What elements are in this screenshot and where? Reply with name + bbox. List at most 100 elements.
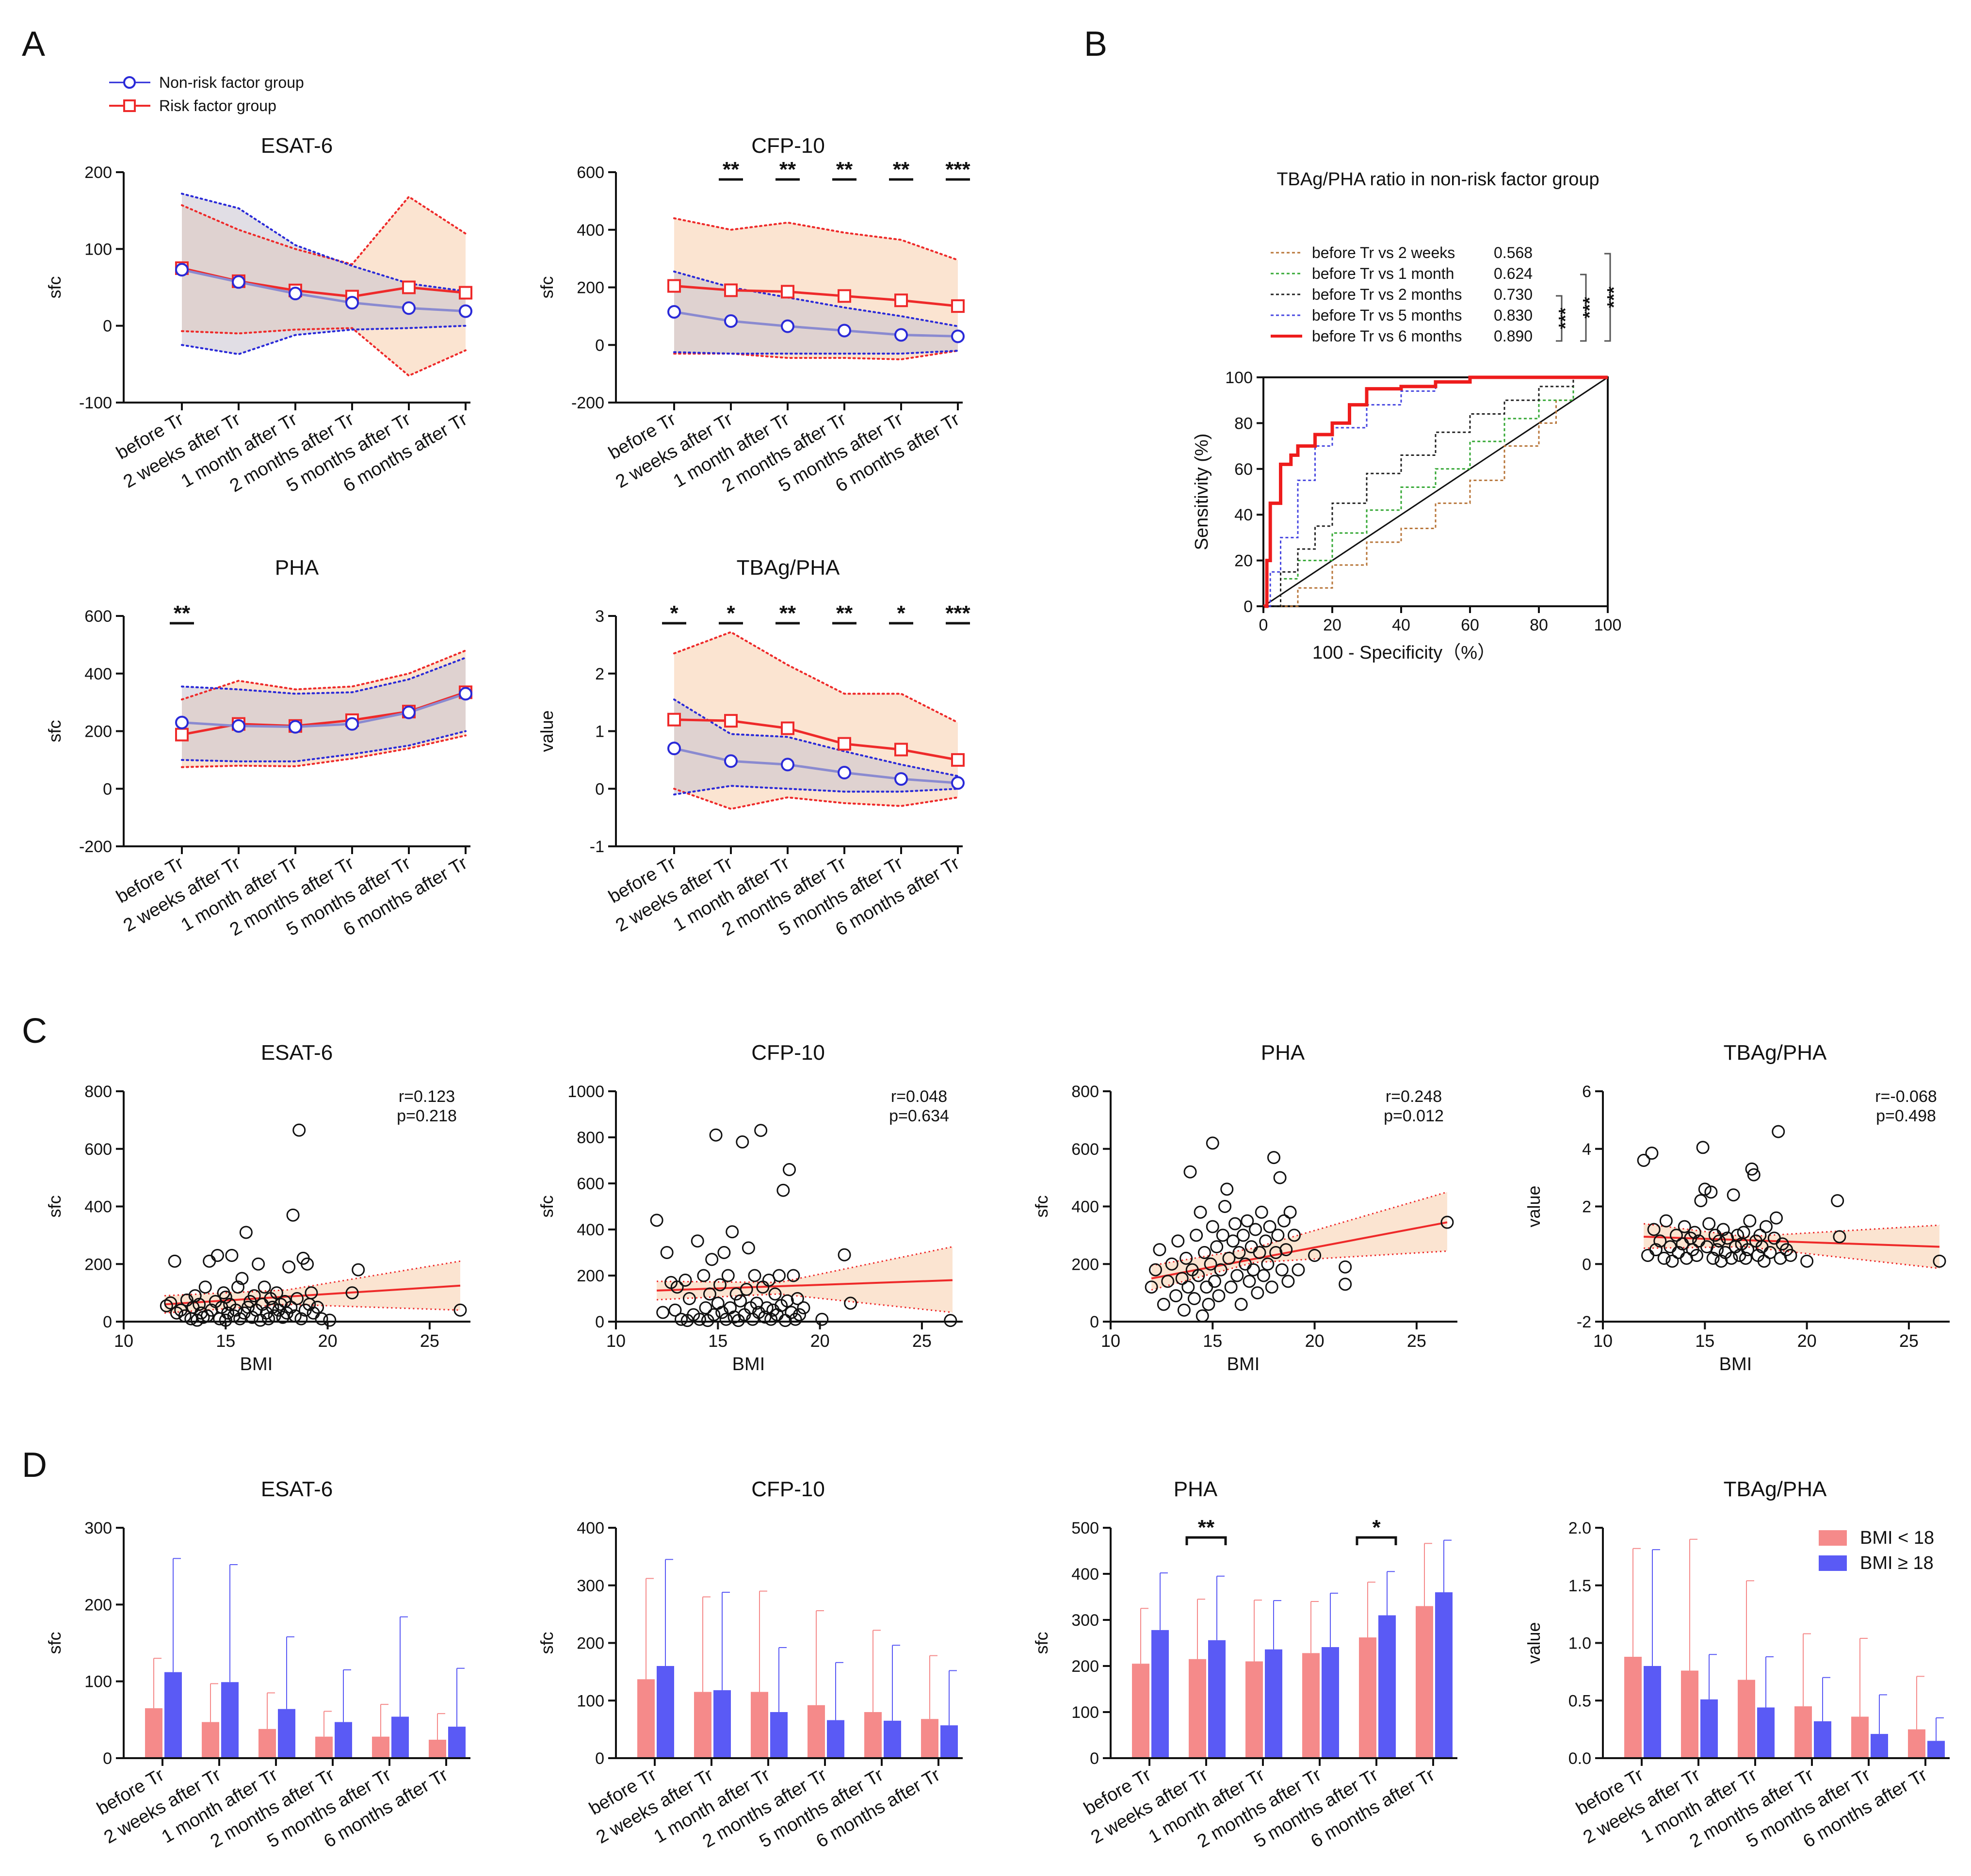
y-tick-label: 200 <box>577 1634 604 1653</box>
y-tick-label: 200 <box>84 723 112 741</box>
y-tick-label: 300 <box>84 1519 112 1537</box>
y-tick-label: 100 <box>84 240 112 259</box>
roc-legend-label: before Tr vs 1 month <box>1312 265 1454 282</box>
confidence-lower <box>1151 1250 1448 1291</box>
data-point <box>1181 1280 1195 1294</box>
data-point <box>1179 1251 1193 1265</box>
x-tick-label: 0 <box>1259 616 1268 634</box>
risk-upper-bound <box>181 649 467 701</box>
y-tick-label: 40 <box>1234 506 1253 524</box>
data-point <box>1688 1226 1701 1239</box>
bar-bmi-high <box>1757 1707 1775 1758</box>
panel-c-esat6: ESAT-6 0 200 400 600 800 sfc 10 15 20 25 BMI r=0.123… <box>45 1041 470 1375</box>
roc-legend-auc: 0.568 <box>1494 244 1533 261</box>
roc-legend-entry: before Tr vs 5 months 0.830 <box>1271 307 1533 324</box>
correlation-p: p=0.218 <box>397 1107 457 1125</box>
y-tick-label: 2.0 <box>1568 1519 1591 1537</box>
data-point <box>1145 1280 1158 1294</box>
nonrisk-point <box>781 319 794 333</box>
roc-legend-auc: 0.730 <box>1494 286 1533 303</box>
data-point <box>245 1310 259 1324</box>
data-point <box>1649 1243 1663 1257</box>
data-point <box>1275 1263 1289 1277</box>
data-point <box>783 1163 796 1176</box>
roc-legend-entry: before Tr vs 1 month 0.624 <box>1271 265 1533 282</box>
nonrisk-upper-bound <box>181 657 467 695</box>
nonrisk-point <box>838 766 851 779</box>
roc-curve <box>1263 376 1608 607</box>
bar-bmi-low <box>1132 1664 1149 1758</box>
bar-bmi-high <box>1378 1615 1396 1758</box>
correlation-r: r=0.123 <box>399 1087 455 1106</box>
data-point <box>1698 1182 1712 1196</box>
roc-significance-label: *** <box>1580 297 1600 319</box>
data-point <box>1711 1243 1724 1257</box>
data-point <box>1716 1223 1730 1236</box>
bar-bmi-low <box>258 1729 276 1758</box>
chart-title: PHA <box>1261 1041 1305 1065</box>
data-point <box>1292 1263 1305 1277</box>
x-axis-title: BMI <box>732 1354 765 1375</box>
data-point <box>291 1292 304 1305</box>
y-tick-label: 400 <box>577 1519 604 1537</box>
y-tick-label: 400 <box>577 221 604 240</box>
nonrisk-band <box>182 658 466 761</box>
legend-swatch <box>1819 1555 1847 1571</box>
data-point <box>1784 1248 1797 1262</box>
nonrisk-point <box>459 304 472 318</box>
nonrisk-point <box>894 772 908 786</box>
bar-bmi-high <box>1644 1666 1661 1758</box>
y-tick-label: 600 <box>84 1140 112 1159</box>
data-point <box>797 1301 810 1314</box>
risk-point <box>459 286 472 300</box>
data-point <box>272 1303 286 1317</box>
nonrisk-point <box>345 717 359 731</box>
data-point <box>1743 1214 1757 1228</box>
nonrisk-upper-bound <box>673 270 959 327</box>
nonrisk-point <box>289 720 302 734</box>
x-tick-label: 15 <box>1203 1331 1222 1351</box>
risk-point <box>724 283 738 297</box>
nonrisk-point <box>175 715 189 729</box>
y-tick-label: 100 <box>1071 1703 1099 1722</box>
y-axis-title: sfc <box>45 1195 65 1217</box>
y-tick-label: 200 <box>577 1267 604 1285</box>
nonrisk-point <box>894 328 908 342</box>
data-point <box>736 1135 749 1148</box>
data-point <box>1206 1220 1219 1233</box>
confidence-lower <box>657 1293 953 1313</box>
data-point <box>315 1312 328 1326</box>
bar-bmi-high <box>1435 1592 1453 1758</box>
data-point <box>780 1294 794 1308</box>
risk-point <box>667 712 681 727</box>
data-point <box>225 1248 239 1262</box>
data-point <box>219 1291 232 1304</box>
data-point <box>1267 1151 1280 1164</box>
data-point <box>1831 1194 1844 1208</box>
data-point <box>776 1183 790 1197</box>
data-point <box>254 1313 267 1327</box>
nonrisk-lower-bound <box>181 324 467 356</box>
data-point <box>284 1300 298 1314</box>
nonrisk-point <box>232 719 245 733</box>
significance-bracket <box>1185 1536 1227 1545</box>
data-point <box>815 1312 829 1326</box>
roc-legend-entry: before Tr vs 6 months 0.890 <box>1271 327 1533 345</box>
nonrisk-lower-bound <box>673 785 959 796</box>
bar-bmi-low <box>145 1708 162 1758</box>
data-point <box>203 1254 216 1268</box>
confidence-lower <box>1644 1246 1940 1269</box>
data-point <box>726 1225 739 1239</box>
significance-label: * <box>897 601 905 625</box>
y-axis-title: sfc <box>1032 1632 1051 1654</box>
data-point <box>266 1300 279 1314</box>
nonrisk-point <box>232 275 245 289</box>
y-tick-label: 300 <box>577 1577 604 1595</box>
significance-label: * <box>670 601 679 625</box>
risk-point <box>951 299 965 313</box>
bar-bmi-low <box>1302 1653 1320 1758</box>
nonrisk-point <box>402 301 416 315</box>
y-axis-title: value <box>537 710 557 752</box>
